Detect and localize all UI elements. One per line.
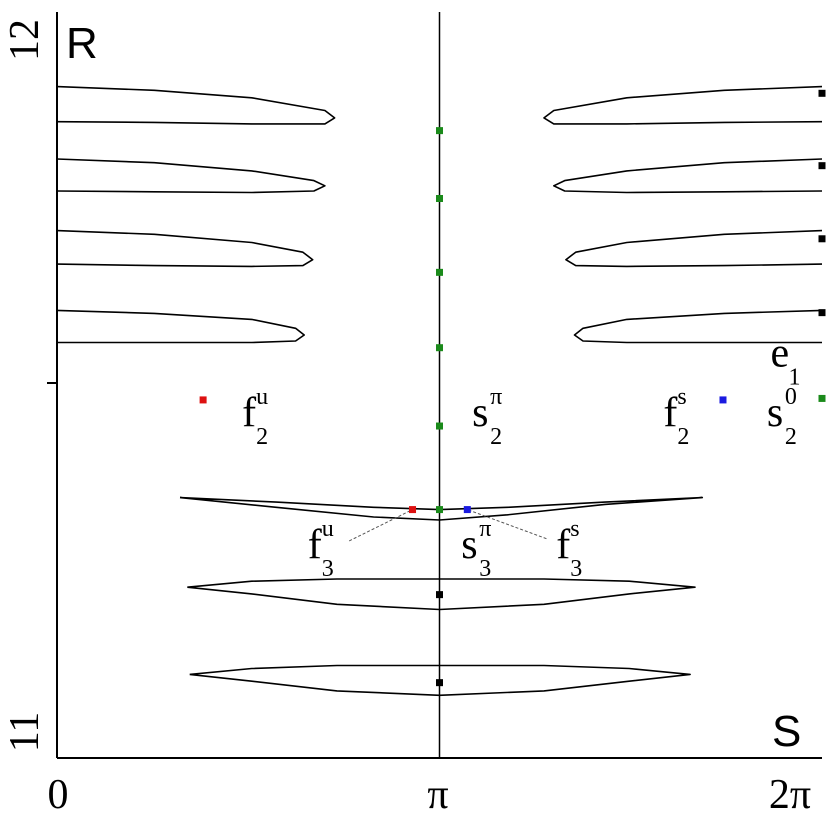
fixed-point-7	[436, 591, 443, 599]
fixed-point-6	[436, 506, 443, 514]
fixed-point-15	[818, 162, 826, 170]
fixed-point-2	[436, 195, 443, 202]
label-base: s	[767, 390, 783, 436]
y-axis-label: R	[66, 19, 98, 68]
orbit-curve-8	[573, 309, 823, 344]
orbit-curve-1	[56, 85, 336, 125]
label-subscript: 2	[785, 424, 797, 450]
x-tick-label-0: 0	[48, 772, 69, 815]
fixed-point-9	[199, 396, 207, 404]
fixed-point-1	[436, 127, 443, 135]
point-label-f2-u: f u 2	[242, 384, 268, 450]
label-subscript: 2	[256, 424, 268, 450]
label-superscript: π	[479, 516, 491, 542]
orbit-curve-6	[552, 158, 823, 194]
orbit-curve-2	[56, 158, 326, 194]
orbit-curve-7	[565, 229, 823, 268]
fixed-point-10	[719, 396, 727, 404]
point-label-s3-π: s π 3	[461, 516, 491, 582]
label-superscript: s	[570, 516, 579, 542]
fixed-point-4	[436, 344, 443, 352]
point-label-f2-s: f s 2	[663, 384, 689, 450]
fixed-point-8	[436, 679, 443, 687]
fixed-point-12	[409, 506, 417, 514]
label-subscript: 1	[788, 364, 800, 390]
label-base: f	[242, 390, 256, 436]
orbit-curve-10	[187, 578, 696, 611]
label-superscript: 0	[785, 384, 797, 410]
leader-line-1	[348, 509, 413, 542]
point-label-s2-π: s π 2	[472, 384, 502, 450]
label-subscript: 2	[490, 424, 502, 450]
label-subscript: 3	[479, 556, 491, 582]
label-superscript: u	[256, 384, 268, 410]
x-tick-label-pi: π	[427, 772, 448, 815]
label-base: e	[770, 330, 789, 376]
fixed-point-3	[436, 268, 443, 276]
axes	[47, 12, 822, 759]
fixed-point-5	[436, 422, 443, 430]
x-axis-label: S	[772, 707, 801, 756]
point-label-f3-s: f s 3	[556, 516, 582, 582]
x-tick-label-2pi: 2π	[769, 772, 811, 815]
label-base: f	[556, 522, 570, 568]
orbit-curve-11	[189, 664, 691, 697]
fixed-point-16	[818, 235, 826, 243]
point-label-f3-u: f u 3	[308, 516, 334, 582]
orbit-curve-4	[56, 309, 306, 344]
label-base: s	[472, 390, 488, 436]
orbit-curves	[56, 85, 823, 697]
fixed-points	[199, 89, 826, 687]
point-label-s2-0: s 0 2	[767, 384, 797, 450]
orbit-curve-5	[543, 85, 823, 125]
leader-line-2	[467, 509, 547, 540]
y-tick-label-12: 12	[2, 19, 48, 61]
label-base: s	[461, 522, 477, 568]
point-label-e1: e1	[770, 330, 800, 390]
label-superscript: u	[322, 516, 334, 542]
label-superscript: s	[677, 384, 686, 410]
label-subscript: 2	[677, 424, 689, 450]
label-base: f	[663, 390, 677, 436]
fixed-point-11	[818, 394, 826, 402]
label-superscript: π	[490, 384, 502, 410]
orbit-curve-3	[56, 229, 314, 268]
y-tick-label-11: 11	[2, 712, 48, 752]
orbit-curve-9	[179, 496, 704, 521]
fixed-point-14	[818, 89, 826, 97]
fixed-point-17	[818, 309, 826, 317]
annotation-leader-lines	[348, 509, 547, 542]
label-subscript: 3	[570, 556, 582, 582]
label-subscript: 3	[322, 556, 334, 582]
fixed-point-13	[463, 506, 471, 514]
label-base: f	[308, 522, 322, 568]
